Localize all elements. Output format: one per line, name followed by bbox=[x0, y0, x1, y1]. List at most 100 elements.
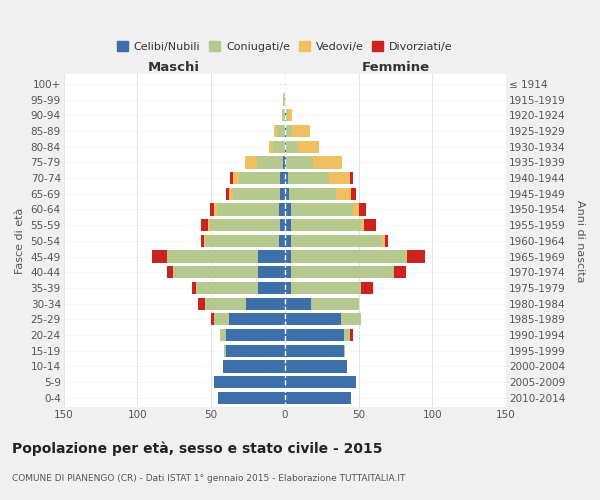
Bar bbox=[226, 188, 229, 200]
Bar bbox=[285, 140, 286, 153]
Bar bbox=[291, 266, 394, 278]
Bar bbox=[167, 266, 173, 278]
Bar bbox=[209, 219, 280, 232]
Bar bbox=[230, 172, 233, 184]
Bar bbox=[361, 219, 364, 232]
Bar bbox=[258, 250, 285, 262]
Bar bbox=[285, 172, 288, 184]
Bar bbox=[274, 125, 277, 137]
Bar bbox=[298, 140, 319, 153]
Text: Femmine: Femmine bbox=[361, 62, 430, 74]
Bar bbox=[289, 188, 337, 200]
Bar bbox=[152, 250, 167, 262]
Bar bbox=[292, 125, 310, 137]
Bar bbox=[214, 376, 285, 388]
Bar bbox=[344, 344, 345, 357]
Bar bbox=[285, 266, 291, 278]
Bar bbox=[291, 250, 406, 262]
Bar bbox=[285, 156, 286, 168]
Bar bbox=[311, 298, 359, 310]
Bar bbox=[280, 188, 285, 200]
Bar bbox=[229, 313, 285, 326]
Bar bbox=[208, 219, 209, 232]
Bar bbox=[269, 140, 273, 153]
Bar bbox=[205, 234, 279, 247]
Bar bbox=[288, 109, 292, 122]
Text: COMUNE DI PIANENGO (CR) - Dati ISTAT 1° gennaio 2015 - Elaborazione TUTTAITALIA.: COMUNE DI PIANENGO (CR) - Dati ISTAT 1° … bbox=[12, 474, 406, 483]
Bar bbox=[341, 313, 361, 326]
Bar bbox=[283, 156, 285, 168]
Bar bbox=[285, 360, 347, 372]
Bar bbox=[173, 266, 258, 278]
Y-axis label: Fasce di età: Fasce di età bbox=[15, 208, 25, 274]
Bar bbox=[211, 313, 214, 326]
Bar bbox=[198, 298, 205, 310]
Bar bbox=[279, 234, 285, 247]
Bar bbox=[285, 204, 291, 216]
Bar bbox=[167, 250, 258, 262]
Bar bbox=[224, 344, 226, 357]
Bar bbox=[205, 298, 247, 310]
Bar bbox=[201, 219, 208, 232]
Bar bbox=[233, 188, 280, 200]
Bar bbox=[350, 172, 353, 184]
Bar bbox=[258, 282, 285, 294]
Bar bbox=[247, 298, 285, 310]
Bar bbox=[286, 109, 288, 122]
Bar bbox=[285, 282, 291, 294]
Bar bbox=[285, 109, 286, 122]
Bar bbox=[280, 219, 285, 232]
Bar bbox=[279, 204, 285, 216]
Bar bbox=[286, 156, 313, 168]
Bar bbox=[285, 344, 344, 357]
Bar bbox=[192, 282, 196, 294]
Bar bbox=[288, 172, 329, 184]
Bar bbox=[359, 204, 366, 216]
Bar bbox=[285, 376, 356, 388]
Bar bbox=[364, 219, 376, 232]
Bar bbox=[285, 298, 311, 310]
Bar bbox=[285, 329, 344, 341]
Bar bbox=[291, 204, 353, 216]
Bar bbox=[201, 234, 203, 247]
Bar bbox=[285, 250, 291, 262]
Bar bbox=[385, 234, 388, 247]
Text: Popolazione per età, sesso e stato civile - 2015: Popolazione per età, sesso e stato civil… bbox=[12, 441, 383, 456]
Bar bbox=[406, 250, 407, 262]
Bar bbox=[214, 313, 229, 326]
Bar bbox=[226, 329, 285, 341]
Bar bbox=[344, 329, 350, 341]
Bar bbox=[280, 172, 285, 184]
Bar bbox=[394, 266, 406, 278]
Legend: Celibi/Nubili, Coniugati/e, Vedovi/e, Divorziati/e: Celibi/Nubili, Coniugati/e, Vedovi/e, Di… bbox=[113, 37, 457, 56]
Bar bbox=[203, 234, 205, 247]
Bar bbox=[283, 94, 285, 106]
Bar bbox=[351, 188, 356, 200]
Bar bbox=[214, 204, 217, 216]
Bar bbox=[285, 94, 286, 106]
Bar bbox=[285, 219, 291, 232]
Bar bbox=[257, 156, 283, 168]
Bar bbox=[245, 156, 257, 168]
Bar bbox=[258, 266, 285, 278]
Bar bbox=[313, 156, 343, 168]
Bar bbox=[285, 234, 291, 247]
Bar bbox=[291, 219, 361, 232]
Bar bbox=[209, 204, 214, 216]
Bar bbox=[285, 188, 289, 200]
Bar bbox=[285, 125, 286, 137]
Bar bbox=[407, 250, 425, 262]
Bar bbox=[229, 188, 233, 200]
Bar bbox=[239, 172, 280, 184]
Bar bbox=[337, 188, 351, 200]
Bar bbox=[353, 204, 359, 216]
Bar bbox=[350, 329, 353, 341]
Bar bbox=[223, 360, 285, 372]
Bar bbox=[217, 204, 279, 216]
Bar bbox=[282, 109, 285, 122]
Bar bbox=[286, 140, 298, 153]
Bar bbox=[233, 172, 239, 184]
Text: Maschi: Maschi bbox=[148, 62, 200, 74]
Bar bbox=[218, 392, 285, 404]
Bar bbox=[277, 125, 285, 137]
